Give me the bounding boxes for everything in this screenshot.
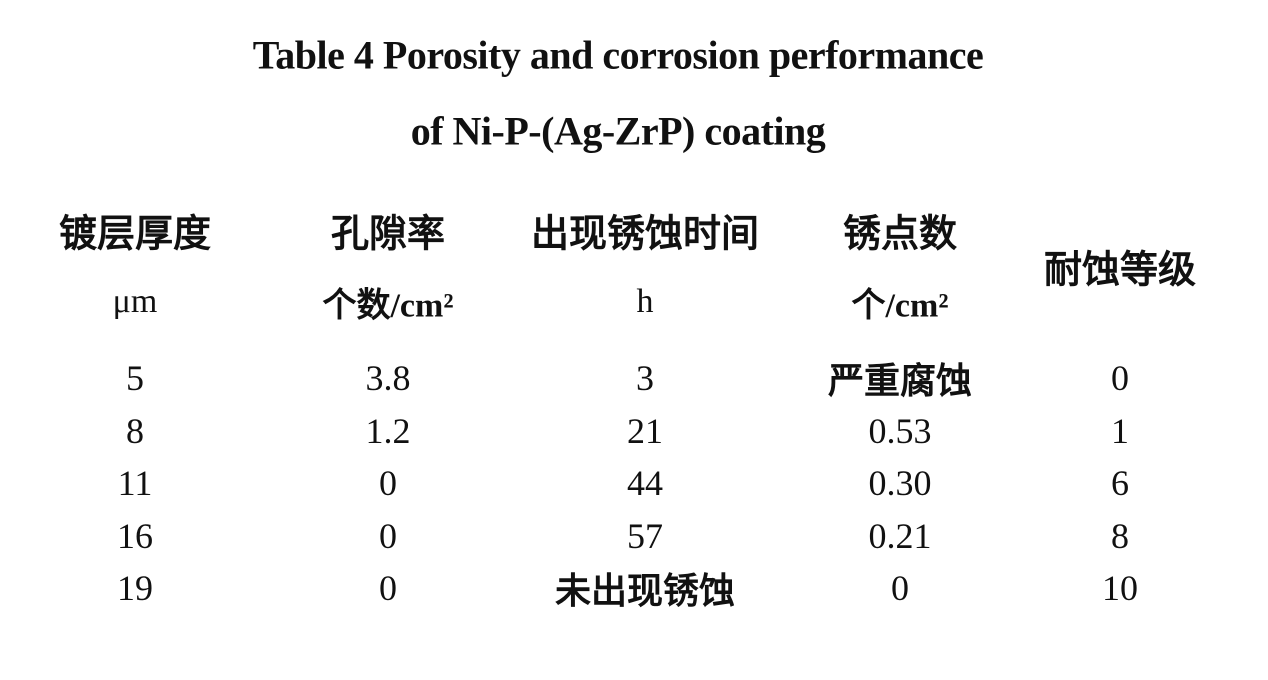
table-cell: 11	[117, 463, 153, 503]
table-cell: 1.2	[365, 410, 411, 451]
table-cell: 3	[636, 358, 654, 398]
table-cell: 0	[379, 568, 397, 608]
table-cell: 0.21	[868, 515, 932, 556]
table-cell: 0	[1111, 358, 1129, 398]
title-line: Table 4 Porosity and corrosion performan…	[252, 32, 984, 78]
header-cell: 孔隙率	[330, 213, 446, 256]
header-cell: h	[636, 283, 654, 320]
table-cell: 21	[627, 410, 663, 451]
table-cell: 5	[126, 358, 144, 398]
table-cell: 0	[379, 463, 397, 503]
table-cell: 44	[627, 463, 663, 503]
table-cell: 16	[117, 515, 153, 556]
table-cell: 未出现锈蚀	[554, 571, 736, 611]
table-cell: 8	[1111, 515, 1129, 556]
table-cell: 1	[1111, 410, 1129, 451]
table-cell: 8	[126, 410, 144, 451]
header-cell: 耐蚀等级	[1043, 249, 1197, 292]
table-cell: 6	[1111, 463, 1129, 503]
table-cell: 0.30	[868, 463, 932, 503]
table-cell: 57	[627, 515, 663, 556]
header-cell: 锈点数	[842, 213, 958, 256]
header-cell: μm	[112, 283, 158, 320]
header-cell: 出现锈蚀时间	[530, 213, 760, 256]
table-cell: 3.8	[365, 358, 411, 398]
title-line: of Ni-P-(Ag-ZrP) coating	[410, 108, 826, 154]
table-cell: 0	[379, 515, 397, 556]
header-cell: 镀层厚度	[58, 213, 212, 256]
table-cell: 19	[117, 568, 153, 608]
table-cell: 0	[891, 568, 909, 608]
header-cell: 个数/cm²	[322, 287, 454, 325]
table-cell: 10	[1102, 568, 1138, 608]
table-cell: 0.53	[868, 410, 932, 451]
header-cell: 个/cm²	[851, 287, 949, 325]
table-cell: 严重腐蚀	[827, 361, 973, 401]
